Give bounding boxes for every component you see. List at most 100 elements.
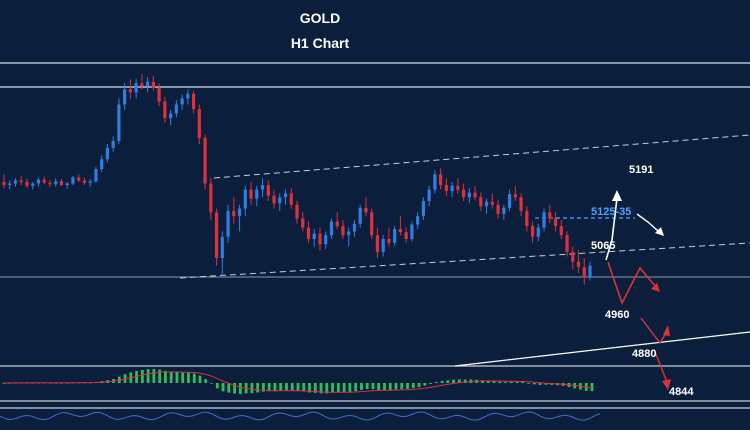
macd-bar bbox=[394, 383, 398, 390]
candle-body bbox=[111, 140, 115, 148]
candle-body bbox=[214, 212, 219, 258]
candle-body bbox=[283, 193, 288, 198]
candle-body bbox=[278, 197, 282, 204]
macd-bar bbox=[325, 383, 329, 394]
candle-body bbox=[525, 210, 529, 227]
forecast-retest-arrow bbox=[663, 325, 670, 336]
level-label-5065: 5065 bbox=[591, 240, 616, 252]
candle-body bbox=[387, 239, 391, 243]
macd-bar bbox=[429, 383, 432, 384]
macd-bar bbox=[290, 383, 294, 391]
candle-body bbox=[54, 181, 58, 185]
macd-bar bbox=[492, 380, 496, 383]
level-label-4880: 4880 bbox=[632, 348, 657, 360]
candle-body bbox=[375, 235, 380, 252]
candle-body bbox=[398, 229, 403, 233]
candle-body bbox=[180, 98, 184, 105]
macd-bar bbox=[342, 383, 346, 393]
macd-bar bbox=[250, 383, 254, 394]
candle-body bbox=[94, 169, 98, 182]
candle-body bbox=[19, 180, 23, 182]
candle-body bbox=[266, 185, 270, 196]
candle-body bbox=[203, 137, 207, 184]
candle-body bbox=[576, 261, 581, 268]
macd-bar bbox=[164, 370, 167, 383]
macd-bar bbox=[302, 383, 306, 392]
macd-bar bbox=[348, 383, 352, 392]
candle-body bbox=[450, 185, 454, 192]
macd-bar bbox=[210, 383, 213, 384]
candle-body bbox=[31, 183, 35, 186]
macd-bar bbox=[331, 383, 334, 393]
macd-bar bbox=[181, 372, 185, 383]
candle-body bbox=[559, 226, 563, 236]
candle-body bbox=[381, 239, 385, 252]
candle-body bbox=[312, 233, 316, 239]
candle-body bbox=[42, 179, 46, 183]
macd-bar bbox=[440, 380, 444, 383]
macd-bar bbox=[198, 375, 202, 383]
candle-body bbox=[301, 218, 305, 228]
candle-body bbox=[513, 194, 517, 198]
candle-body bbox=[191, 93, 196, 110]
candle-body bbox=[565, 235, 569, 252]
macd-bar bbox=[400, 383, 404, 389]
macd-bar bbox=[273, 383, 277, 392]
candle-body bbox=[370, 212, 374, 236]
macd-bar bbox=[423, 383, 427, 386]
macd-bar bbox=[233, 383, 236, 394]
candle-body bbox=[536, 227, 540, 237]
candle-body bbox=[462, 189, 466, 198]
macd-bar bbox=[285, 383, 288, 391]
candle-body bbox=[479, 197, 483, 207]
macd-bar bbox=[354, 383, 358, 392]
candle-body bbox=[186, 93, 190, 99]
macd-bar bbox=[158, 369, 162, 383]
macd-bar bbox=[187, 372, 190, 383]
candle-body bbox=[140, 83, 144, 87]
macd-bar bbox=[463, 379, 467, 383]
candle-body bbox=[410, 224, 414, 239]
candle-body bbox=[82, 180, 87, 183]
level-label-4844: 4844 bbox=[669, 386, 694, 398]
macd-bar bbox=[371, 383, 375, 390]
macd-bar bbox=[527, 383, 530, 384]
candle-body bbox=[571, 251, 575, 262]
forecast-down-arrow bbox=[651, 283, 660, 292]
candle-body bbox=[209, 183, 213, 213]
candle-body bbox=[163, 101, 167, 119]
macd-bar bbox=[2, 383, 6, 384]
candle-body bbox=[71, 177, 75, 184]
macd-bar bbox=[481, 380, 484, 383]
macd-bar bbox=[446, 380, 450, 383]
candle-body bbox=[272, 195, 276, 204]
candle-body bbox=[588, 265, 592, 277]
macd-bar bbox=[319, 383, 323, 394]
price-candles bbox=[2, 74, 592, 285]
forecast-test-arrow bbox=[655, 227, 664, 236]
macd-bar bbox=[538, 383, 542, 385]
candle-body bbox=[490, 201, 494, 205]
macd-bar bbox=[590, 383, 594, 392]
candle-body bbox=[226, 210, 230, 237]
candle-body bbox=[439, 174, 443, 186]
candle-body bbox=[416, 216, 420, 225]
candle-body bbox=[65, 183, 69, 186]
macd-bar bbox=[544, 383, 548, 385]
macd-bar bbox=[227, 383, 231, 393]
candle-body bbox=[341, 226, 345, 236]
chart-title: GOLD bbox=[299, 10, 341, 26]
candle-body bbox=[48, 182, 52, 185]
macd-bar bbox=[434, 382, 438, 383]
candle-body bbox=[542, 212, 546, 228]
forecast-up-arrow bbox=[612, 190, 622, 201]
macd-bar bbox=[452, 379, 456, 383]
candle-body bbox=[123, 89, 127, 105]
candle-body bbox=[364, 207, 368, 213]
macd-signal-line bbox=[4, 371, 593, 393]
long-trend-line bbox=[454, 331, 750, 367]
candle-body bbox=[243, 189, 247, 209]
macd-bar bbox=[262, 383, 265, 392]
